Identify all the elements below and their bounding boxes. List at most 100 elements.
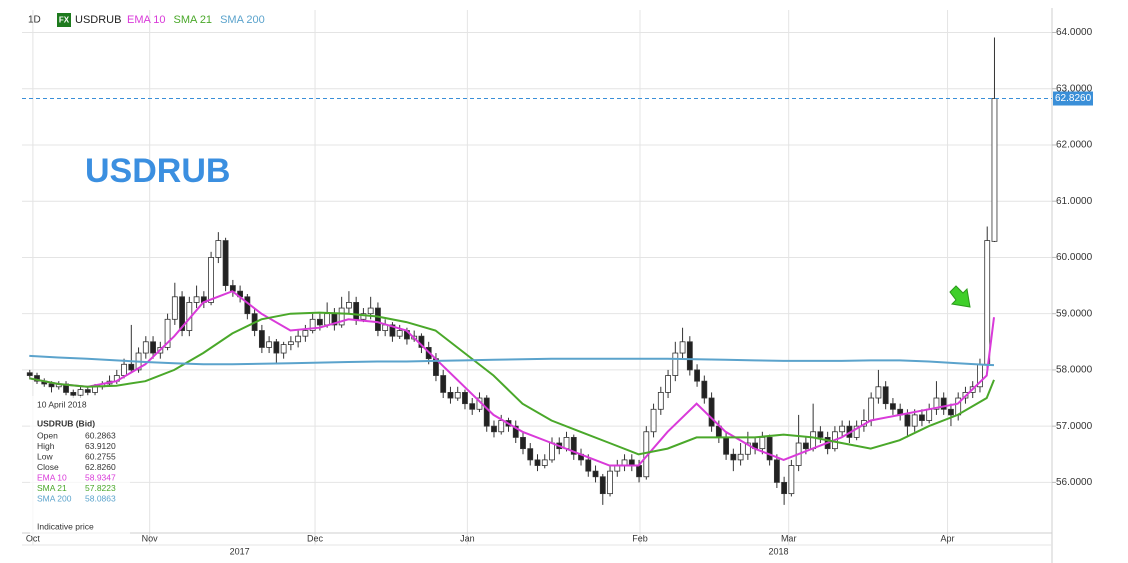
x-tick-label: Feb (632, 533, 648, 543)
candle-body (462, 392, 468, 405)
indicator-line (29, 311, 995, 456)
info-row-value: 60.2863 (85, 430, 116, 440)
candle-body (389, 324, 396, 337)
fx-badge (57, 13, 71, 27)
grid (22, 10, 1052, 545)
candle-body (280, 344, 287, 354)
info-row-label: Low (37, 451, 53, 461)
candle-body (650, 408, 657, 433)
candle-body (396, 330, 403, 337)
year-label: 2018 (769, 546, 789, 556)
candle-body (875, 386, 882, 399)
candle-body (991, 98, 998, 242)
candle-body (324, 313, 331, 326)
candle-body (273, 341, 280, 354)
indicator-line (29, 354, 995, 367)
candle-body (890, 403, 896, 410)
info-heading: USDRUB (Bid) (37, 418, 95, 428)
candle-body (316, 318, 323, 326)
chart-title: USDRUB (85, 152, 230, 190)
candle-body (926, 408, 933, 421)
candle-body (570, 436, 577, 455)
candle-body (353, 302, 360, 320)
candle-body (541, 459, 548, 466)
y-tick-label: 61.0000 (1056, 196, 1093, 207)
candle-body (498, 420, 505, 433)
candle-body (483, 397, 490, 427)
candle-body (447, 392, 454, 399)
candle-body (469, 403, 476, 410)
x-tick-label: Nov (142, 533, 159, 543)
candle-body (592, 470, 599, 478)
candle-body (636, 465, 642, 478)
candle-body (744, 442, 751, 455)
candle-body (171, 296, 178, 320)
candle-body (179, 296, 185, 331)
candle-body (142, 341, 149, 354)
info-row-label: Close (37, 462, 59, 472)
candle-body (919, 414, 925, 421)
candle-body (868, 397, 875, 421)
candle-body (440, 375, 447, 393)
candle-body (810, 431, 817, 450)
x-tick-label: Oct (26, 533, 41, 543)
info-row-label: Open (37, 430, 58, 440)
info-row-label: SMA 21 (37, 483, 67, 493)
candle-body (679, 341, 686, 354)
info-row-value: 57.8223 (85, 483, 116, 493)
candle-body (766, 436, 773, 461)
candle-body (266, 341, 273, 348)
info-row-value: 58.0863 (85, 493, 116, 503)
candle-body (222, 240, 229, 286)
candle-body (512, 425, 519, 438)
candle-body (84, 389, 91, 393)
y-tick-label: 64.0000 (1056, 27, 1093, 38)
candle-body (911, 414, 918, 427)
candle-body (208, 257, 214, 303)
candle-body (694, 369, 700, 382)
candle-body (730, 453, 737, 461)
last-price-label: 62.8260 (1055, 93, 1092, 104)
candle-body (454, 392, 461, 399)
candle-body (360, 313, 367, 320)
candle-body (853, 425, 860, 438)
candle-body (193, 296, 200, 303)
candle-body (527, 448, 534, 461)
candle-body (520, 436, 526, 450)
candle-body (287, 341, 294, 346)
x-tick-label: Dec (307, 533, 324, 543)
candle-body (701, 380, 708, 399)
candle-body (309, 318, 316, 331)
candle-body (737, 453, 744, 461)
candle-body (817, 431, 824, 438)
candle-body (302, 330, 309, 337)
candle-body (657, 392, 664, 410)
candle-body (802, 442, 809, 450)
candle-body (585, 459, 592, 472)
candle-body (258, 330, 265, 348)
x-tick-label: Mar (781, 533, 797, 543)
legend: EMA 10 SMA 21 SMA 200 (127, 14, 265, 26)
legend-label: SMA 200 (220, 14, 265, 26)
candle-body (599, 476, 606, 495)
candle-body (839, 425, 846, 433)
candle-body (549, 442, 555, 461)
year-label: 2017 (230, 546, 250, 556)
candle-body (491, 425, 497, 433)
info-date: 10 April 2018 (37, 399, 87, 409)
info-panel (30, 396, 130, 536)
candle-body (26, 372, 33, 376)
x-tick-label: Apr (941, 533, 955, 543)
candle-body (367, 307, 374, 315)
candle-body (933, 397, 940, 410)
candle-body (150, 341, 156, 354)
y-tick-label: 63.0000 (1056, 83, 1093, 94)
candle-body (948, 408, 954, 416)
candle-body (788, 465, 795, 495)
candle-body (672, 352, 679, 376)
arrow-annotation (949, 285, 971, 308)
candle-body (781, 481, 788, 495)
candle-body (708, 397, 715, 427)
